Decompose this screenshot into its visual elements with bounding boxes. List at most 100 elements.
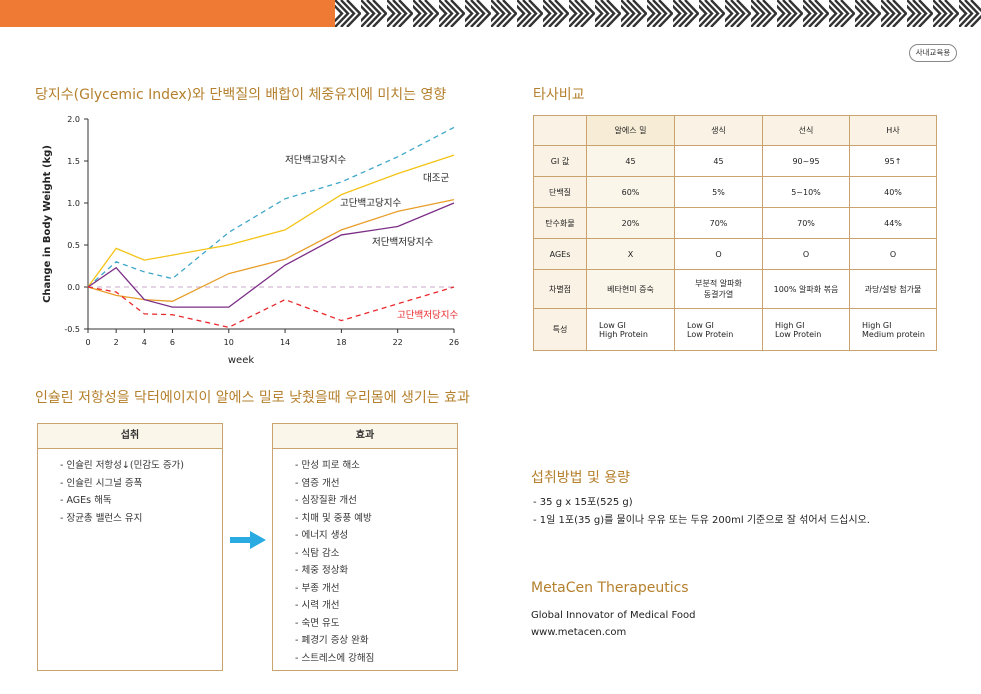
list-item: - 폐경기 증상 완화: [295, 635, 369, 646]
table-row-label: 탄수화물: [533, 207, 587, 239]
list-item: - 식탐 감소: [295, 547, 340, 559]
table-row-label: 차별점: [533, 269, 587, 309]
list-item: - 스트레스에 강해짐: [295, 652, 375, 664]
y-tick-label: 2.0: [67, 115, 80, 124]
effect-box-heading: 효과: [273, 424, 457, 449]
header-orange-bar: [0, 0, 335, 27]
table-row: 차별점 베타현미 증숙 부분적 알파화 동결가열 100% 알파화 볶음 과당/설탕 첨…: [533, 269, 937, 309]
table-cell: 과당/설탕 첨가물: [849, 269, 937, 309]
table-row-label: AGEs: [533, 238, 587, 270]
usage-line-1: - 35 g x 15포(525 g): [533, 497, 633, 508]
table-cell: 45: [674, 145, 763, 177]
table-header-cell: [533, 115, 587, 146]
list-item: - 장균총 밸런스 유지: [60, 512, 143, 524]
company-tagline: Global Innovator of Medical Food: [531, 610, 696, 621]
usage-line-2: - 1일 1포(35 g)를 물이나 우유 또는 두유 200ml 기준으로 잘…: [533, 515, 870, 526]
series-label: 저단백저당지수: [372, 237, 433, 248]
series-label: 고단백고당지수: [340, 198, 401, 209]
right-arrow-icon: [230, 531, 266, 549]
table-row-label: GI 값: [533, 145, 587, 177]
list-item: - 만성 피로 해소: [295, 460, 360, 471]
y-axis-label: Change in Body Weight (kg): [42, 145, 53, 303]
table-cell: 5%: [674, 176, 763, 208]
x-tick-label: 26: [449, 338, 459, 347]
list-item: - 치매 및 중풍 예방: [295, 512, 372, 524]
table-header-cell: 알에스 밀: [586, 115, 675, 146]
series-label: 저단백고당지수: [285, 155, 346, 166]
usage-text: - 35 g x 15포(525 g) - 1일 1포(35 g)를 물이나 우…: [533, 494, 870, 530]
table-row: 단백질 60% 5% 5~10% 40%: [533, 176, 937, 208]
intake-list: - 인슐린 저항성↓(민감도 증가) - 인슐린 시그널 증폭 - AGEs 해독 -…: [38, 449, 222, 527]
table-cell: 90~95: [762, 145, 850, 177]
compare-title: 타사비교: [533, 87, 585, 103]
table-cell: 베타현미 증숙: [586, 269, 675, 309]
table-cell: Low GI Low Protein: [674, 308, 763, 351]
list-item: - 체중 정상화: [295, 565, 349, 576]
list-item: - 숙면 유도: [295, 617, 340, 629]
x-tick-label: 10: [224, 338, 234, 347]
table-cell: 70%: [674, 207, 763, 239]
list-item: - 인슐린 저항성↓(민감도 증가): [60, 460, 185, 471]
x-tick-label: 18: [336, 338, 346, 347]
effect-box: 효과 - 만성 피로 해소 - 염증 개선 - 심장질환 개선 - 치매 및 중풍 예…: [272, 423, 458, 671]
x-tick-label: 22: [393, 338, 403, 347]
company-url[interactable]: www.metacen.com: [531, 627, 627, 638]
intake-box: 섭취 - 인슐린 저항성↓(민감도 증가) - 인슐린 시그널 증폭 - AGEs …: [37, 423, 223, 671]
list-item: - AGEs 해독: [60, 495, 112, 506]
table-cell: Low GI High Protein: [586, 308, 675, 351]
y-tick-label: 0.0: [67, 283, 80, 292]
table-header-row: 알에스 밀 생식 선식 H사: [533, 115, 937, 146]
insulin-section-title: 인슐린 저항성을 닥터에이지이 알에스 밀로 낮췄을때 우리몸에 생기는 효과: [35, 390, 470, 406]
table-row: 특성 Low GI High Protein Low GI Low Protein H…: [533, 308, 937, 351]
y-tick-label: 1.0: [67, 199, 80, 208]
body-weight-chart: 2.0 1.5 1.0 0.5 0.0 -0.5 0 2 4 6 10 14 18 22 26 week Cha…: [42, 115, 459, 366]
y-tick-label: -0.5: [64, 325, 80, 334]
y-tick-label: 1.5: [67, 157, 80, 166]
list-item: - 염증 개선: [295, 477, 340, 489]
table-cell: O: [762, 238, 850, 270]
effect-list: - 만성 피로 해소 - 염증 개선 - 심장질환 개선 - 치매 및 중풍 예방 - …: [273, 449, 457, 667]
internal-use-badge: 사내교육용: [909, 44, 957, 62]
comparison-table: 알에스 밀 생식 선식 H사 GI 값 45 45 90~95 95↑ 단백질 60% 5% 5…: [533, 115, 937, 351]
table-cell: 60%: [586, 176, 675, 208]
usage-title: 섭취방법 및 용량: [531, 470, 631, 486]
series-line: [87, 202, 455, 308]
chart-section-title: 당지수(Glycemic Index)와 단백질의 배합이 체중유지에 미치는 …: [35, 87, 447, 103]
table-header-cell: H사: [849, 115, 937, 146]
table-cell: 45: [586, 145, 675, 177]
table-cell: O: [674, 238, 763, 270]
series-line: [87, 154, 455, 288]
series-line: [87, 126, 455, 288]
table-row-label: 특성: [533, 308, 587, 351]
table-header-cell: 생식: [674, 115, 763, 146]
table-row-label: 단백질: [533, 176, 587, 208]
intake-box-heading: 섭취: [38, 424, 222, 449]
table-cell: High GI Medium protein: [849, 308, 937, 351]
table-cell: 40%: [849, 176, 937, 208]
series-label: 고단백저당지수: [397, 310, 458, 321]
company-name: MetaCen Therapeutics: [531, 580, 689, 596]
table-cell: X: [586, 238, 675, 270]
list-item: - 인슐린 시그널 증폭: [60, 477, 143, 489]
table-cell: 44%: [849, 207, 937, 239]
series-line: [87, 199, 455, 302]
list-item: - 시력 개선: [295, 600, 340, 611]
table-row: GI 값 45 45 90~95 95↑: [533, 145, 937, 177]
x-tick-label: 14: [280, 338, 290, 347]
x-tick-label: 6: [170, 338, 175, 347]
list-item: - 부종 개선: [295, 582, 340, 594]
table-cell: 70%: [762, 207, 850, 239]
list-item: - 심장질환 개선: [295, 495, 357, 506]
table-cell: High GI Low Protein: [762, 308, 850, 351]
series-line: [87, 286, 455, 329]
x-tick-label: 0: [85, 338, 90, 347]
table-header-cell: 선식: [762, 115, 850, 146]
y-tick-label: 0.5: [67, 241, 80, 250]
table-cell: 100% 알파화 볶음: [762, 269, 850, 309]
table-cell: 5~10%: [762, 176, 850, 208]
table-row: 탄수화물 20% 70% 70% 44%: [533, 207, 937, 239]
company-info: Global Innovator of Medical Food www.met…: [531, 607, 695, 641]
table-cell: 부분적 알파화 동결가열: [674, 269, 763, 309]
table-cell: O: [849, 238, 937, 270]
x-tick-label: 2: [114, 338, 119, 347]
